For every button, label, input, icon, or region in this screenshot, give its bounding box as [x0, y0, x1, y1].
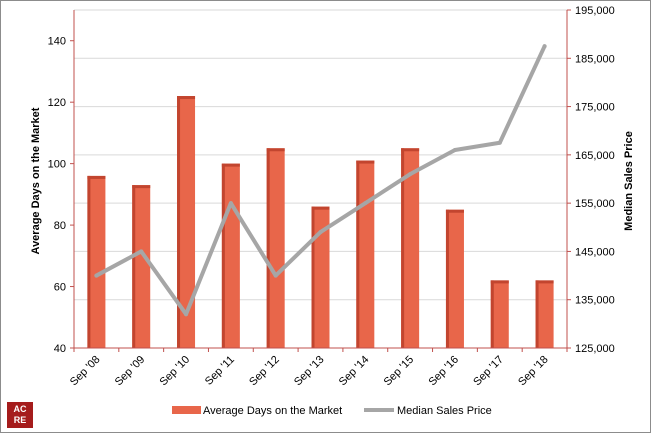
right-tick-label: 145,000 [575, 246, 615, 258]
bar-shade [490, 280, 494, 348]
x-tick-label: Sep '14 [337, 354, 372, 389]
x-tick-label: Sep '16 [426, 354, 461, 389]
bar-top-shade [221, 163, 240, 167]
bar-shade [311, 206, 315, 348]
bar-top-shade [356, 160, 375, 164]
line-point [273, 273, 278, 278]
line-point [408, 172, 413, 177]
bar [490, 280, 509, 348]
right-tick-label: 185,000 [575, 53, 615, 65]
line-point [452, 148, 457, 153]
right-axis-title: Median Sales Price [623, 131, 635, 231]
line-point [94, 273, 99, 278]
left-tick-label: 140 [48, 36, 66, 48]
right-axis-ticks: 125,000 135,000 145,000 155,000 165,000 175,0… [567, 5, 615, 355]
line-point [139, 249, 144, 254]
bar-shade [87, 175, 91, 348]
left-tick-label: 120 [48, 97, 66, 109]
x-tick-label: Sep '11 [203, 354, 237, 388]
x-tick-label: Sep '15 [382, 354, 417, 389]
bar-top-shade [87, 175, 106, 179]
legend-label-median-price: Median Sales Price [397, 405, 492, 417]
right-tick-label: 195,000 [575, 5, 615, 17]
left-tick-label: 80 [54, 220, 66, 232]
bar-top-shade [132, 185, 151, 189]
right-tick-label: 165,000 [575, 150, 615, 162]
right-tick-label: 175,000 [575, 102, 615, 114]
bar-shade [266, 148, 270, 348]
bar [311, 206, 330, 348]
bar-top-shade [535, 280, 554, 284]
bar-shade [177, 96, 181, 348]
x-tick-label: Sep '12 [247, 354, 282, 389]
x-tick-label: Sep '10 [158, 354, 193, 389]
left-tick-label: 60 [54, 282, 66, 294]
line-point [228, 201, 233, 206]
x-tick-label: Sep '08 [68, 354, 103, 389]
bar-shade [445, 209, 449, 348]
right-tick-label: 135,000 [575, 295, 615, 307]
line-series [94, 44, 547, 317]
line-point [184, 312, 189, 317]
line-point [497, 140, 502, 145]
line-point [318, 230, 323, 235]
bar-top-shade [177, 96, 196, 100]
bar-top-shade [490, 280, 509, 284]
bar-shade [221, 163, 225, 348]
bar-shade [356, 160, 360, 348]
bar-top-shade [311, 206, 330, 210]
left-axis-title: Average Days on the Market [30, 107, 42, 254]
left-tick-label: 100 [48, 159, 66, 171]
bar-shade [132, 185, 136, 348]
bar [177, 96, 196, 348]
bar-top-shade [266, 148, 285, 152]
x-tick-label: Sep '18 [516, 354, 551, 389]
logo-line-2: RE [13, 415, 27, 425]
right-tick-label: 155,000 [575, 198, 615, 210]
bar [401, 148, 420, 348]
bar-top-shade [401, 148, 420, 152]
bar-series [87, 96, 554, 348]
x-tick-label: Sep '17 [471, 354, 506, 389]
bar [445, 209, 464, 348]
bar-shade [401, 148, 405, 348]
bar-top-shade [445, 209, 464, 213]
axes [73, 10, 568, 349]
bar [132, 185, 151, 348]
line-point [542, 44, 547, 49]
right-tick-label: 125,000 [575, 343, 615, 355]
left-axis-ticks: 40 60 80 100 120 140 [48, 36, 74, 355]
bar-shade [535, 280, 539, 348]
bar [266, 148, 285, 348]
bar [535, 280, 554, 348]
line-point [363, 201, 368, 206]
x-tick-label: Sep '09 [113, 354, 148, 389]
x-axis-ticks: Sep '08 Sep '09 Sep '10 Sep '11 Sep '12 Sep '… [68, 348, 568, 389]
bar [87, 175, 106, 348]
legend: Average Days on the Market Median Sales … [172, 405, 492, 417]
left-tick-label: 40 [54, 343, 66, 355]
x-tick-label: Sep '13 [292, 354, 327, 389]
logo-line-1: AC [13, 404, 27, 414]
legend-label-days-on-market: Average Days on the Market [203, 405, 342, 417]
acre-logo: AC RE [7, 402, 33, 428]
legend-swatch-days-on-market [172, 406, 201, 414]
